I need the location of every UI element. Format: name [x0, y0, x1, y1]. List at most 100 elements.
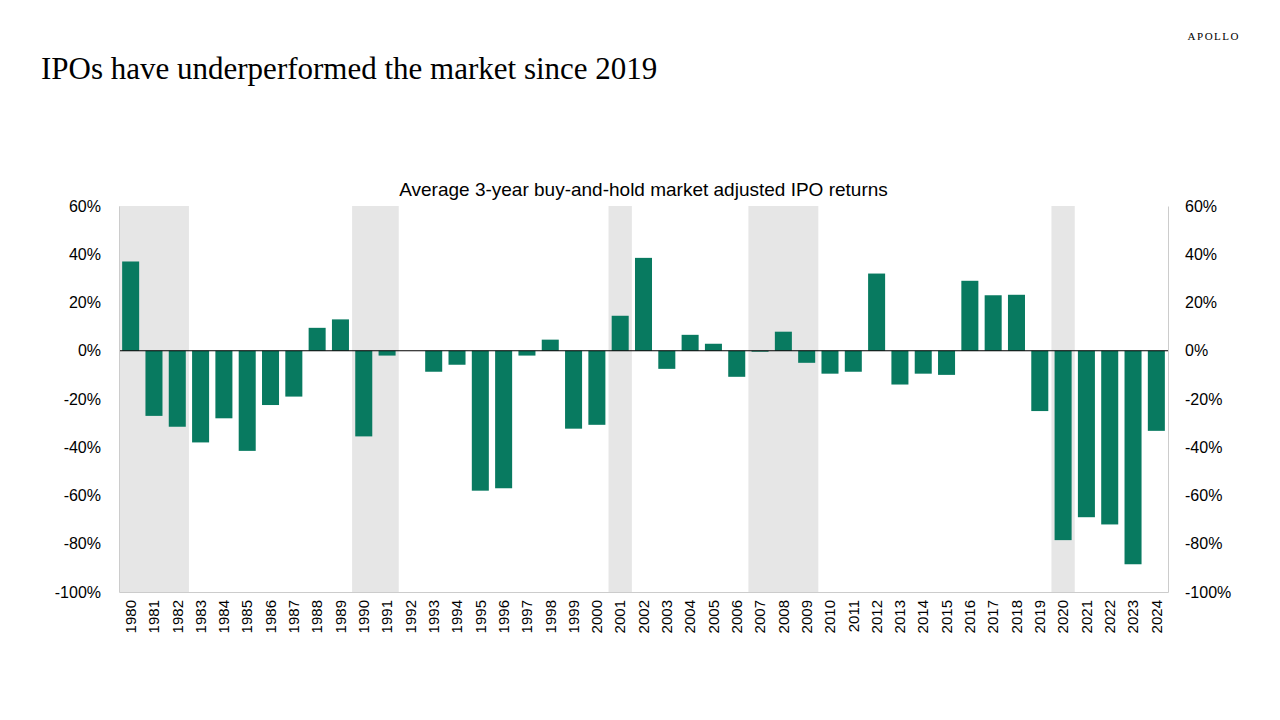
bar — [961, 281, 978, 351]
bar — [122, 261, 139, 350]
shaded-range — [352, 206, 399, 592]
shaded-range — [1051, 206, 1074, 592]
x-tick-label: 1994 — [448, 600, 465, 633]
x-tick: 2015 — [938, 592, 955, 633]
x-tick-label: 2010 — [821, 600, 838, 633]
x-tick: 2000 — [588, 592, 605, 633]
zero-line — [119, 350, 1168, 351]
bar — [588, 351, 605, 425]
y2-tick-label: -80% — [1185, 535, 1222, 552]
bar — [1031, 351, 1048, 411]
x-tick: 2002 — [635, 592, 652, 633]
bar — [1125, 351, 1142, 565]
x-tick-label: 2013 — [891, 600, 908, 633]
bar — [449, 351, 466, 365]
x-tick-label: 2000 — [588, 600, 605, 633]
y2-tick: 60% — [1168, 198, 1217, 215]
x-tick-label: 2003 — [658, 600, 675, 633]
y-tick-label: 40% — [69, 246, 101, 263]
y2-tick-label: -100% — [1185, 584, 1231, 601]
x-tick-label: 1995 — [472, 600, 489, 633]
y-tick: -40% — [64, 439, 119, 456]
x-tick-label: 2005 — [705, 600, 722, 633]
x-tick-label: 1981 — [145, 600, 162, 633]
bar — [285, 351, 302, 397]
x-tick: 2006 — [728, 592, 745, 633]
y-tick: -20% — [64, 391, 119, 408]
bar — [425, 351, 442, 372]
x-tick: 2011 — [845, 592, 862, 632]
bar — [472, 351, 489, 491]
y2-tick-label: -40% — [1185, 439, 1222, 456]
x-tick: 1986 — [262, 592, 279, 633]
bar — [145, 351, 162, 416]
x-tick: 1983 — [192, 592, 209, 633]
x-tick: 2024 — [1148, 592, 1165, 633]
x-axis: 1980198119821983198419851986198719881989… — [120, 592, 1169, 633]
x-tick-label: 1987 — [285, 600, 302, 633]
bar — [868, 274, 885, 351]
bar — [309, 328, 326, 351]
y2-tick: 40% — [1168, 246, 1217, 263]
x-tick-label: 1996 — [495, 600, 512, 633]
y-axis: -100%-80%-60%-40%-20%0%20%40%60% — [55, 198, 120, 601]
bar — [565, 351, 582, 429]
y-tick: 40% — [69, 246, 119, 263]
x-tick-label: 1992 — [402, 600, 419, 633]
x-tick-label: 2004 — [681, 600, 698, 633]
x-tick: 1992 — [402, 592, 419, 633]
x-tick: 1998 — [542, 592, 559, 633]
x-tick-label: 2007 — [751, 600, 768, 633]
bar — [891, 351, 908, 385]
bar — [845, 351, 862, 372]
x-tick-label: 2024 — [1148, 600, 1165, 633]
x-tick: 1991 — [378, 592, 395, 633]
x-tick-label: 1989 — [332, 600, 349, 633]
x-tick-label: 2021 — [1078, 600, 1095, 633]
x-tick: 2017 — [984, 592, 1001, 633]
y-tick: 20% — [69, 294, 119, 311]
x-tick-label: 1985 — [238, 600, 255, 633]
x-tick-label: 2019 — [1031, 600, 1048, 633]
bar — [355, 351, 372, 437]
bar — [775, 332, 792, 351]
x-tick-label: 1988 — [308, 600, 325, 633]
x-tick-label: 1990 — [355, 600, 372, 633]
bar — [518, 351, 535, 356]
y2-tick-label: 60% — [1185, 198, 1217, 215]
bar — [1008, 295, 1025, 351]
y2-tick-label: 0% — [1185, 342, 1208, 359]
x-tick-label: 2001 — [611, 600, 628, 633]
x-tick: 1984 — [215, 592, 232, 633]
x-tick-label: 1991 — [378, 600, 395, 633]
x-tick-label: 2008 — [775, 600, 792, 633]
x-tick-label: 2012 — [868, 600, 885, 633]
y2-tick-label: -60% — [1185, 487, 1222, 504]
x-tick: 1982 — [169, 592, 186, 633]
x-tick-label: 1986 — [262, 600, 279, 633]
x-tick: 2019 — [1031, 592, 1048, 633]
y2-tick-label: -20% — [1185, 391, 1222, 408]
x-tick-label: 2009 — [798, 600, 815, 633]
bar — [192, 351, 209, 443]
x-tick-label: 2006 — [728, 600, 745, 633]
x-axis-line — [120, 592, 1169, 593]
x-tick-label: 2011 — [845, 600, 862, 632]
y2-axis: -100%-80%-60%-40%-20%0%20%40%60% — [1168, 198, 1231, 601]
bar — [821, 351, 838, 374]
bar — [215, 351, 232, 419]
x-tick: 1999 — [565, 592, 582, 633]
x-tick: 2001 — [611, 592, 628, 633]
y-tick-label: 0% — [78, 342, 101, 359]
bar — [728, 351, 745, 377]
y-tick: 0% — [78, 342, 119, 359]
plot-area — [119, 206, 1165, 592]
x-tick: 2005 — [705, 592, 722, 633]
bar — [658, 351, 675, 369]
y2-tick: -60% — [1168, 487, 1222, 504]
bar — [915, 351, 932, 374]
y-tick: -100% — [55, 584, 119, 601]
x-tick: 1996 — [495, 592, 512, 633]
bar — [495, 351, 512, 489]
x-tick-label: 1993 — [425, 600, 442, 633]
